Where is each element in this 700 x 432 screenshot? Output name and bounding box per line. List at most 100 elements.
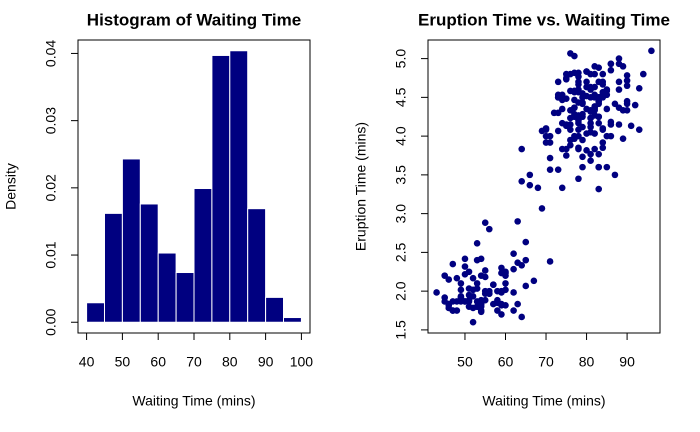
y-tick-label: 0.04 xyxy=(43,40,59,67)
point xyxy=(522,256,530,264)
point xyxy=(546,166,554,173)
point xyxy=(518,313,526,321)
point xyxy=(546,154,554,162)
point xyxy=(571,104,578,111)
bar xyxy=(103,212,123,323)
point xyxy=(587,128,594,136)
point xyxy=(558,105,566,113)
bar xyxy=(247,208,267,323)
bar xyxy=(211,54,231,323)
point xyxy=(587,157,594,164)
point xyxy=(635,126,643,133)
point xyxy=(623,72,631,79)
point xyxy=(522,238,530,246)
point xyxy=(502,280,509,287)
point xyxy=(627,122,635,130)
point xyxy=(603,132,611,140)
point xyxy=(473,285,481,292)
point xyxy=(526,171,534,179)
point xyxy=(473,240,481,247)
point xyxy=(623,82,631,90)
point xyxy=(461,271,469,278)
point xyxy=(587,70,594,78)
point xyxy=(457,293,465,300)
point xyxy=(619,63,627,70)
point xyxy=(542,132,550,140)
bar xyxy=(283,317,302,323)
point xyxy=(469,318,477,326)
point xyxy=(510,307,517,314)
point xyxy=(449,260,457,268)
point xyxy=(538,205,546,212)
y-tick-label: 5.0 xyxy=(393,49,409,69)
point xyxy=(465,285,473,292)
bar xyxy=(121,158,141,323)
x-axis-label: Waiting Time (mins) xyxy=(482,393,605,409)
bar xyxy=(175,272,195,323)
point xyxy=(485,225,493,233)
point xyxy=(607,118,615,126)
point xyxy=(575,73,582,80)
point xyxy=(562,121,570,128)
point xyxy=(562,145,570,153)
point xyxy=(595,150,603,158)
point xyxy=(461,263,469,270)
point xyxy=(595,113,603,121)
y-tick-label: 4.5 xyxy=(393,87,409,107)
point xyxy=(579,153,586,161)
x-axis-label: Waiting Time (mins) xyxy=(132,393,255,409)
y-tick-label: 2.0 xyxy=(393,281,409,301)
point xyxy=(518,178,526,185)
point xyxy=(530,277,538,285)
x-tick-label: 80 xyxy=(579,354,595,370)
point xyxy=(587,123,594,131)
x-tick-label: 40 xyxy=(79,354,95,370)
point xyxy=(457,280,465,287)
point xyxy=(579,163,586,171)
point xyxy=(562,74,570,82)
y-tick-label: 1.5 xyxy=(393,320,409,340)
point xyxy=(453,307,461,314)
point xyxy=(595,97,603,105)
point xyxy=(575,81,582,88)
point xyxy=(587,94,594,101)
point xyxy=(510,265,517,273)
y-tick-label: 2.5 xyxy=(393,242,409,262)
point xyxy=(502,268,509,276)
x-tick-label: 100 xyxy=(290,354,314,370)
point xyxy=(599,91,607,99)
point xyxy=(518,262,526,269)
point xyxy=(607,66,615,74)
plot-box xyxy=(427,39,661,334)
point xyxy=(595,119,603,127)
point xyxy=(619,135,627,142)
x-tick-label: 90 xyxy=(258,354,274,370)
point xyxy=(607,60,615,68)
y-tick-label: 0.03 xyxy=(43,107,59,134)
y-tick-label: 4.0 xyxy=(393,126,409,146)
point xyxy=(575,145,582,153)
point xyxy=(534,184,542,192)
point xyxy=(599,139,607,146)
point xyxy=(445,302,453,309)
point xyxy=(623,100,631,108)
bar xyxy=(157,252,177,323)
point xyxy=(490,281,497,289)
point xyxy=(481,267,489,274)
point xyxy=(558,96,566,104)
point xyxy=(603,163,611,171)
point xyxy=(518,145,526,153)
point xyxy=(477,307,485,314)
point xyxy=(457,286,465,294)
point xyxy=(526,181,534,189)
bar xyxy=(86,302,105,323)
point xyxy=(494,287,501,295)
point xyxy=(546,139,554,146)
point xyxy=(599,70,607,78)
point xyxy=(611,171,619,179)
point xyxy=(554,78,562,86)
point xyxy=(615,55,623,62)
point xyxy=(514,300,521,308)
point xyxy=(579,136,586,144)
x-tick-label: 90 xyxy=(619,354,635,370)
